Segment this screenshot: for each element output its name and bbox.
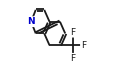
Text: F: F bbox=[70, 54, 75, 63]
Text: F: F bbox=[80, 41, 85, 50]
Text: N: N bbox=[27, 17, 35, 26]
Text: F: F bbox=[70, 28, 75, 37]
